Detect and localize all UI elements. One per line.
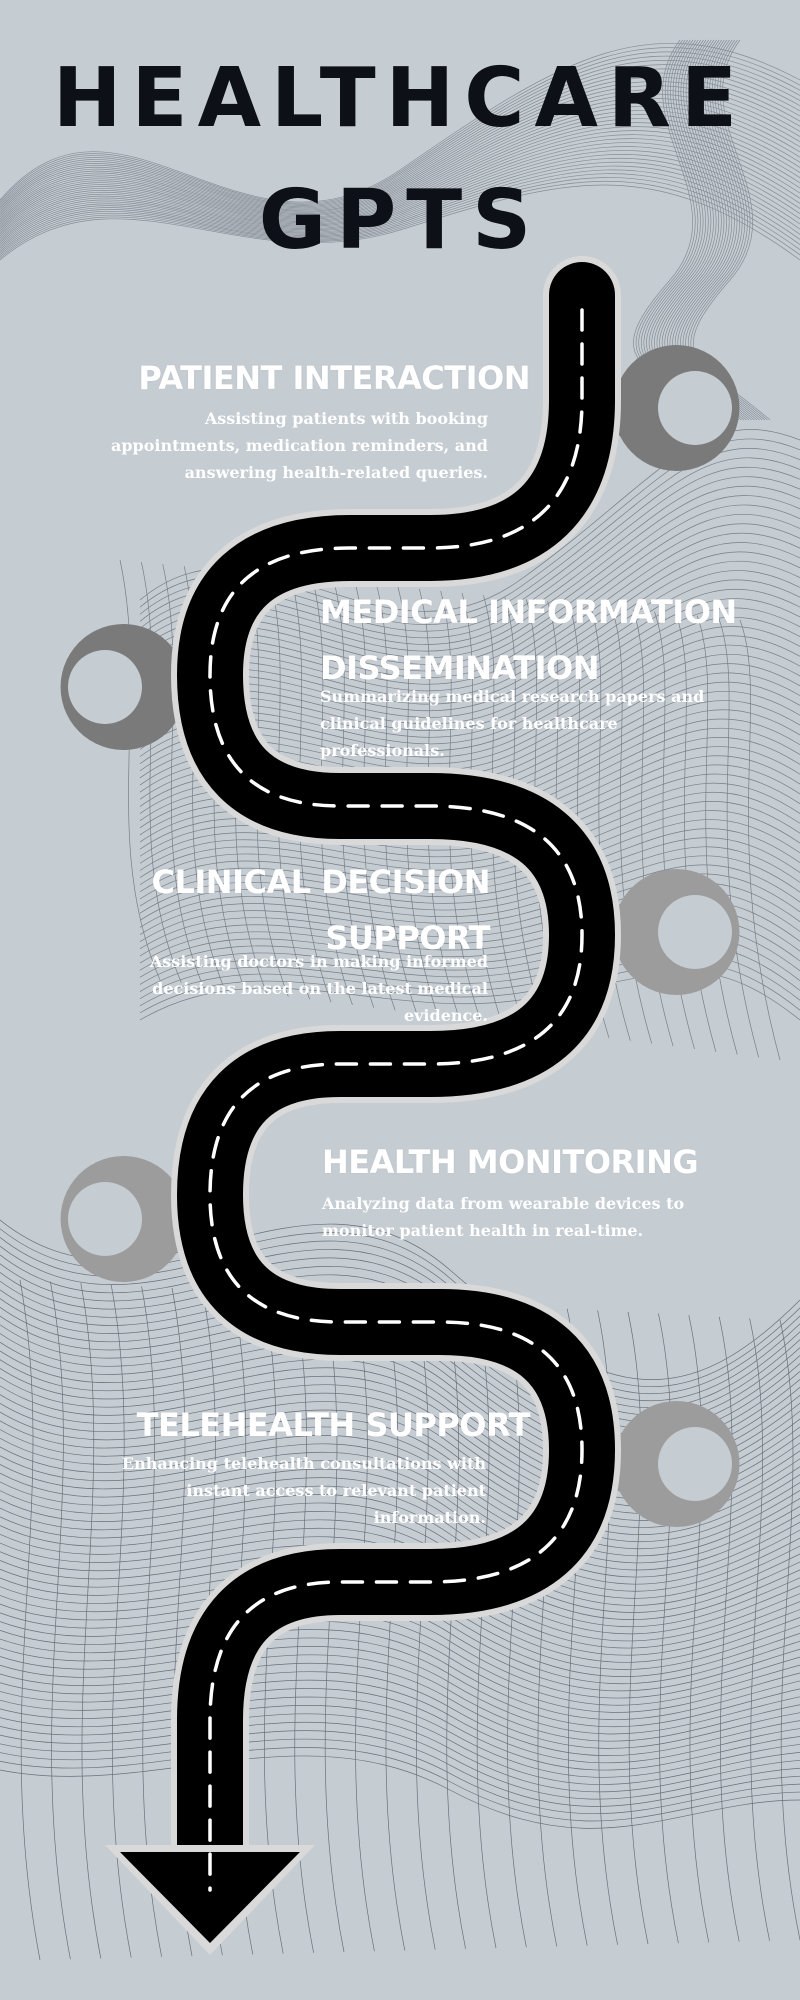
section-description: Assisting doctors in making informed dec… [149, 952, 488, 1025]
section-heading: CLINICAL DECISION SUPPORT [151, 863, 491, 957]
page-title-line2: GPTS [258, 173, 542, 268]
location-pin-icon [60, 624, 230, 751]
location-pin-icon [570, 1401, 740, 1528]
section-heading: PATIENT INTERACTION [138, 359, 530, 397]
section-heading: TELEHEALTH SUPPORT [136, 1406, 531, 1444]
location-pin-icon [570, 868, 740, 996]
location-pin-icon [60, 1156, 230, 1283]
section-description: Assisting patients with booking appointm… [110, 409, 488, 482]
section-description: Analyzing data from wearable devices to … [322, 1194, 685, 1240]
section-heading: MEDICAL INFORMATION DISSEMINATION [320, 593, 737, 687]
location-pin-icon [570, 345, 740, 472]
arrow-down-icon [105, 1845, 315, 1955]
section-description: Enhancing telehealth consultations with … [121, 1454, 486, 1527]
section-heading: HEALTH MONITORING [322, 1143, 699, 1181]
page-title-line1: HEALTHCARE [52, 51, 748, 146]
section-description: Summarizing medical research papers and … [320, 687, 705, 760]
